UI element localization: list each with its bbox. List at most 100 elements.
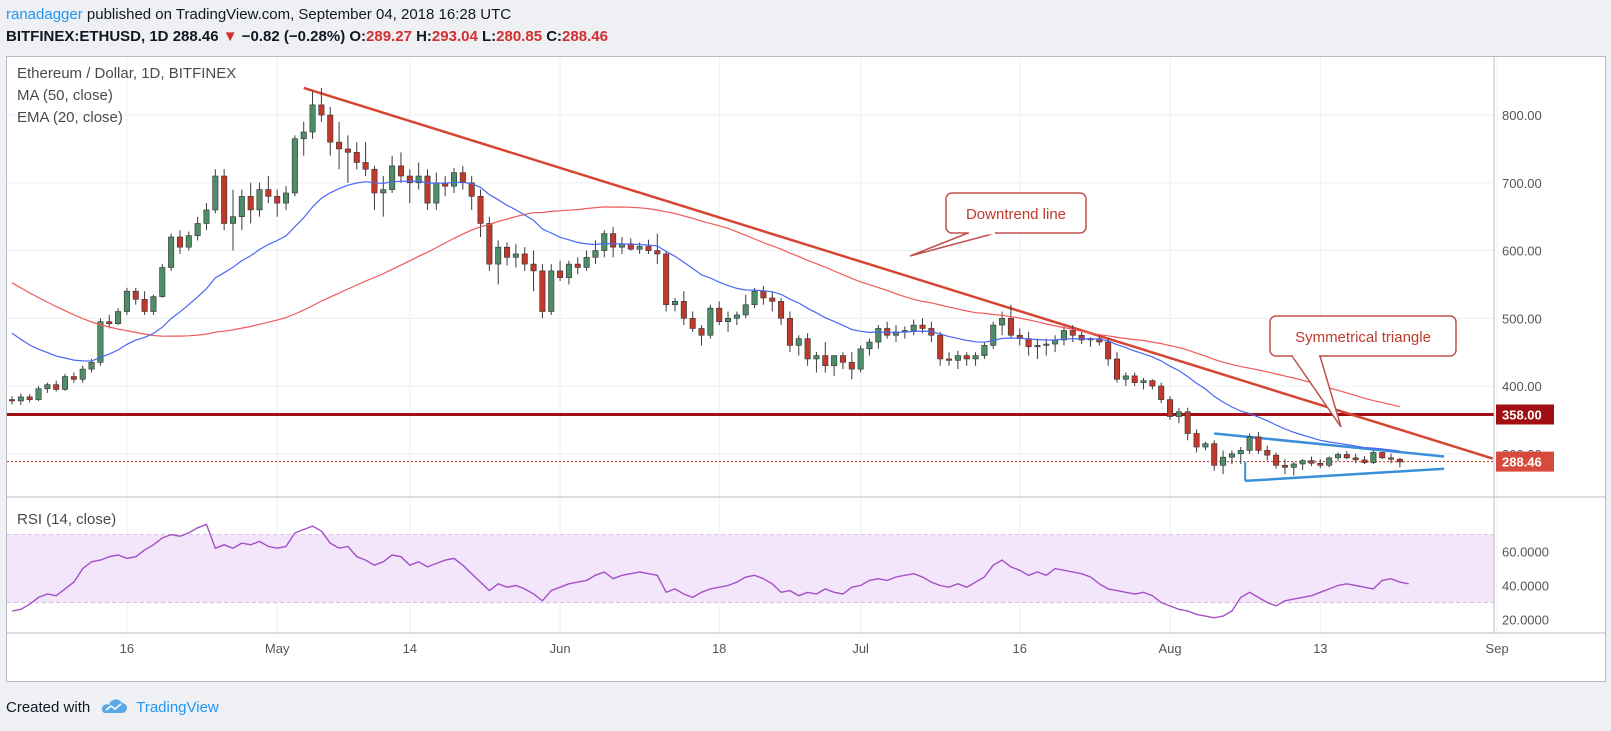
candle-down — [26, 396, 33, 400]
candle-up — [742, 304, 749, 316]
candle-down — [1007, 317, 1014, 336]
candle-up — [583, 257, 590, 268]
candle-down — [839, 355, 846, 363]
high-label: H: — [416, 28, 432, 45]
candle-up — [857, 348, 864, 370]
candle-up — [671, 301, 678, 306]
rsi-tick-label: 60.0000 — [1502, 545, 1549, 560]
date-tick-label: May — [265, 641, 290, 656]
downtrend-callout-box — [945, 192, 1087, 234]
triangle-callout-text: Symmetrical triangle — [1295, 329, 1431, 346]
date-tick-label: Jun — [550, 641, 571, 656]
candle-up — [1140, 380, 1147, 383]
price-chart[interactable]: 800.00700.00600.00500.00400.00300.0016Ma… — [7, 57, 1605, 681]
low-label: L: — [481, 28, 497, 45]
candle-up — [875, 328, 882, 343]
candle-down — [106, 321, 113, 325]
author-link[interactable]: ranadagger — [6, 6, 83, 23]
candle-up — [185, 235, 192, 248]
candle-up — [380, 189, 387, 194]
symbol-label: BITFINEX:ETHUSD, 1D — [6, 28, 169, 45]
candle-up — [1326, 457, 1333, 466]
candle-down — [397, 165, 404, 177]
candle-down — [557, 270, 564, 278]
candle-up — [751, 290, 758, 306]
candle-up — [1246, 436, 1253, 451]
last-price: 288.46 — [172, 28, 219, 45]
close-value: 288.46 — [562, 28, 608, 45]
candle-down — [1317, 462, 1324, 466]
downtrend-line — [303, 86, 1494, 460]
candle-down — [247, 196, 254, 211]
candle-down — [1078, 334, 1085, 341]
candle-up — [981, 345, 988, 356]
ema20-line — [11, 180, 1400, 452]
rsi-legend: RSI (14, close) — [17, 511, 117, 528]
support-price-badge-bg — [1496, 404, 1554, 425]
candle-down — [141, 299, 148, 312]
candle-down — [327, 114, 334, 143]
candle-down — [353, 152, 360, 163]
candle-up — [35, 388, 42, 400]
tradingview-link[interactable]: TradingView — [136, 698, 219, 716]
candle-up — [168, 236, 175, 268]
candle-down — [344, 148, 351, 153]
created-with-label: Created with — [6, 698, 91, 716]
candle-up — [495, 246, 502, 265]
candle-up — [283, 192, 290, 204]
candle-down — [468, 182, 475, 197]
candle-up — [212, 175, 219, 211]
footer: Created with TradingView — [6, 698, 219, 716]
candle-down — [1158, 385, 1165, 400]
triangle-lower-line — [1245, 467, 1445, 483]
candle-up — [159, 267, 166, 297]
candle-up — [62, 376, 69, 390]
candle-up — [548, 270, 555, 312]
open-value: 289.27 — [366, 28, 412, 45]
candle-down — [1352, 457, 1359, 461]
date-tick-label: 14 — [403, 641, 417, 656]
candle-down — [1308, 460, 1315, 464]
candle-up — [725, 317, 732, 322]
candle-down — [1167, 399, 1174, 417]
down-arrow-icon: ▼ — [222, 28, 238, 45]
candle-up — [795, 338, 802, 346]
candle-down — [680, 301, 687, 319]
candle-down — [769, 297, 776, 302]
candle-down — [221, 175, 228, 224]
rsi-line — [11, 523, 1409, 619]
triangle-callout-box — [1269, 315, 1457, 357]
candle-up — [831, 355, 838, 367]
candle-up — [733, 314, 740, 319]
candle-down — [539, 270, 546, 312]
candle-up — [450, 172, 457, 187]
candle-up — [512, 253, 519, 258]
candle-up — [415, 175, 422, 184]
candle-down — [1281, 465, 1288, 468]
publish-info: ranadagger published on TradingView.com,… — [6, 6, 511, 23]
candle-down — [822, 355, 829, 367]
chart-container[interactable]: 800.00700.00600.00500.00400.00300.0016Ma… — [6, 56, 1606, 682]
candle-up — [17, 396, 24, 402]
rsi-tick-label: 20.0000 — [1502, 613, 1549, 628]
candle-up — [990, 324, 997, 346]
candle-up — [972, 355, 979, 360]
candle-down — [698, 328, 705, 336]
candle-up — [291, 138, 298, 194]
candle-down — [1343, 454, 1350, 459]
candle-down — [424, 175, 431, 204]
candle-up — [238, 196, 245, 217]
last-price-badge: 288.46 — [1502, 455, 1542, 470]
candle-down — [176, 236, 183, 248]
candle-up — [1370, 452, 1377, 463]
date-tick-label: 16 — [120, 641, 134, 656]
candle-down — [318, 104, 325, 116]
candle-down — [8, 399, 16, 402]
candle-down — [521, 253, 528, 265]
candle-up — [565, 263, 572, 278]
candle-up — [97, 321, 104, 363]
candle-up — [1175, 411, 1182, 417]
candle-down — [663, 253, 670, 306]
price-change: −0.82 (−0.28%) — [241, 28, 346, 45]
candle-down — [946, 358, 953, 361]
